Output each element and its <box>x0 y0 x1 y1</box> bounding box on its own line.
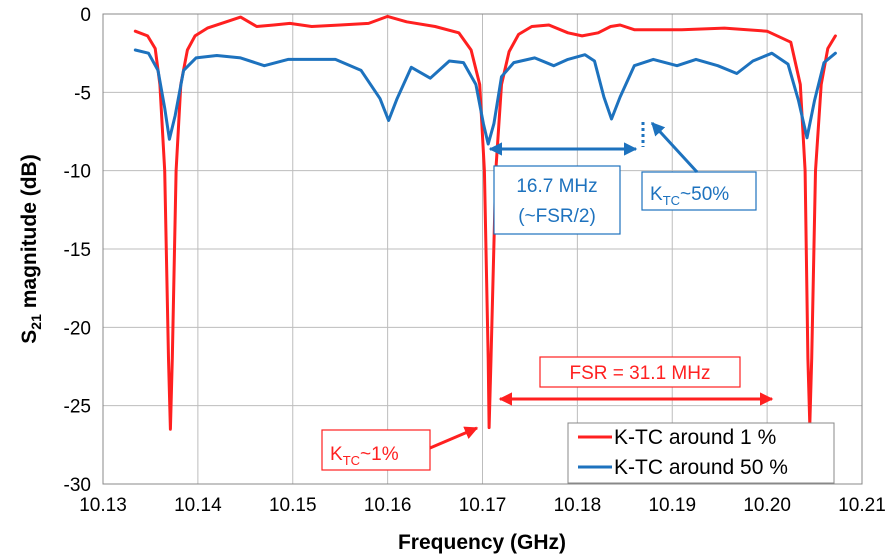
half-fsr-label-line1: 16.7 MHz <box>516 176 597 197</box>
ktc-1-label-box <box>321 429 431 471</box>
legend: K-TC around 1 % K-TC around 50 % <box>567 422 835 484</box>
x-axis-title: Frequency (GHz) <box>398 531 566 554</box>
y-tick-label: -30 <box>64 475 91 496</box>
ktc-1-label: KTC~1% <box>330 444 399 468</box>
y-tick-labels: 0 -5 -10 -15 -20 -25 -30 <box>64 5 91 496</box>
plot-area-border <box>102 13 863 485</box>
x-tick-label: 10.17 <box>459 495 507 516</box>
half-fsr-label-line2: (~FSR/2) <box>518 206 596 227</box>
legend-label-2: K-TC around 50 % <box>614 456 788 479</box>
x-tick-label: 10.18 <box>554 495 602 516</box>
x-tick-label: 10.13 <box>79 495 127 516</box>
x-tick-label: 10.14 <box>174 495 222 516</box>
x-tick-labels: 10.13 10.14 10.15 10.16 10.17 10.18 10.19 10.20… <box>79 495 886 516</box>
y-tick-label: -20 <box>64 318 91 339</box>
half-fsr-label-box <box>493 165 621 235</box>
x-tick-label: 10.20 <box>743 495 791 516</box>
series-line-ktc-50 <box>133 48 837 146</box>
ktc-50-label-box <box>641 171 757 211</box>
ktc-50-label: KTC~50% <box>650 184 729 208</box>
fsr-label-box <box>539 356 741 388</box>
x-tick-label: 10.16 <box>364 495 412 516</box>
x-tick-label: 10.19 <box>648 495 696 516</box>
y-axis-title: S21 magnitude (dB) <box>18 154 44 343</box>
ktc-50-arrow <box>650 121 699 174</box>
x-tick-label: 10.21 <box>838 495 886 516</box>
legend-box <box>567 422 835 484</box>
y-tick-label: 0 <box>80 5 91 26</box>
x-tick-label: 10.15 <box>269 495 317 516</box>
y-tick-label: -5 <box>74 83 91 104</box>
y-tick-label: -15 <box>64 240 91 261</box>
legend-label-1: K-TC around 1 % <box>614 426 776 449</box>
fsr-label: FSR = 31.1 MHz <box>570 363 711 384</box>
y-tick-label: -25 <box>64 397 91 418</box>
y-tick-label: -10 <box>64 162 91 183</box>
ktc-1-arrow <box>429 426 479 450</box>
series-lines <box>133 14 837 431</box>
